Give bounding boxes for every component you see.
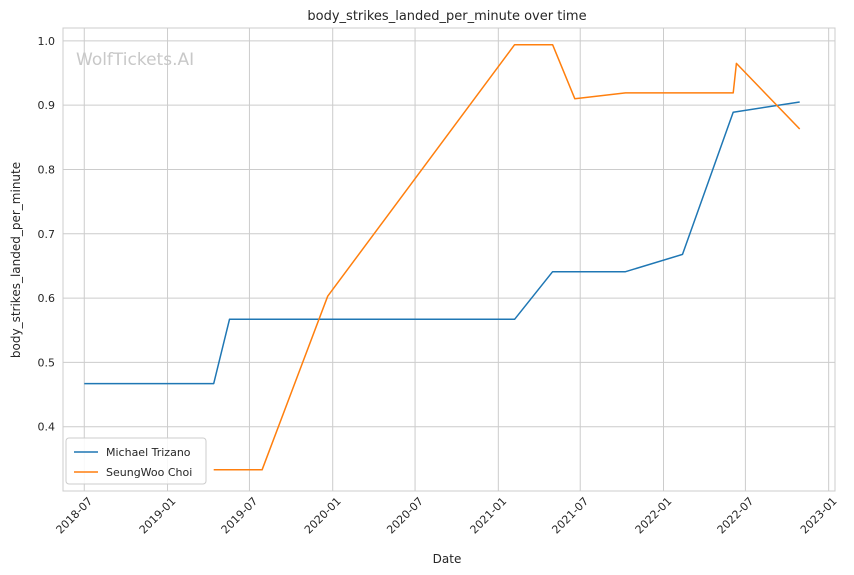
x-tick-label: 2021-01 xyxy=(468,495,510,537)
legend-label: SeungWoo Choi xyxy=(106,466,192,479)
x-axis-label: Date xyxy=(433,552,462,566)
x-tick-label: 2019-01 xyxy=(137,495,179,537)
y-axis-label: body_strikes_landed_per_minute xyxy=(9,162,23,358)
x-tick-label: 2021-07 xyxy=(549,495,591,537)
series-line-2 xyxy=(213,43,801,471)
y-tick-label: 0.6 xyxy=(38,292,56,305)
y-tick-label: 0.7 xyxy=(38,228,56,241)
x-axis-ticks: 2018-07 2019-01 2019-07 2020-01 2020-07 2021-… xyxy=(54,495,840,537)
x-tick-label: 2023-01 xyxy=(798,495,840,537)
series-line-1 xyxy=(84,101,800,385)
legend-box xyxy=(65,437,207,485)
legend-label: Michael Trizano xyxy=(106,446,191,459)
grid-lines xyxy=(63,28,835,491)
y-tick-label: 0.8 xyxy=(38,163,56,176)
x-tick-label: 2018-07 xyxy=(54,495,96,537)
x-tick-label: 2020-07 xyxy=(384,495,426,537)
y-tick-label: 1.0 xyxy=(38,35,56,48)
y-tick-label: 0.9 xyxy=(38,99,56,112)
series-lines xyxy=(84,43,801,471)
y-axis-ticks: 0.4 0.5 0.6 0.7 0.8 0.9 1.0 xyxy=(38,35,56,434)
x-tick-label: 2020-01 xyxy=(302,495,344,537)
y-tick-label: 0.5 xyxy=(38,356,56,369)
watermark: WolfTickets.AI xyxy=(76,50,194,70)
chart-title: body_strikes_landed_per_minute over time xyxy=(307,9,586,24)
y-tick-label: 0.4 xyxy=(38,421,56,434)
x-tick-label: 2022-07 xyxy=(715,495,757,537)
legend: Michael Trizano SeungWoo Choi xyxy=(65,437,207,485)
x-tick-label: 2022-01 xyxy=(633,495,675,537)
plot-area xyxy=(62,27,836,492)
x-tick-label: 2019-07 xyxy=(219,495,261,537)
